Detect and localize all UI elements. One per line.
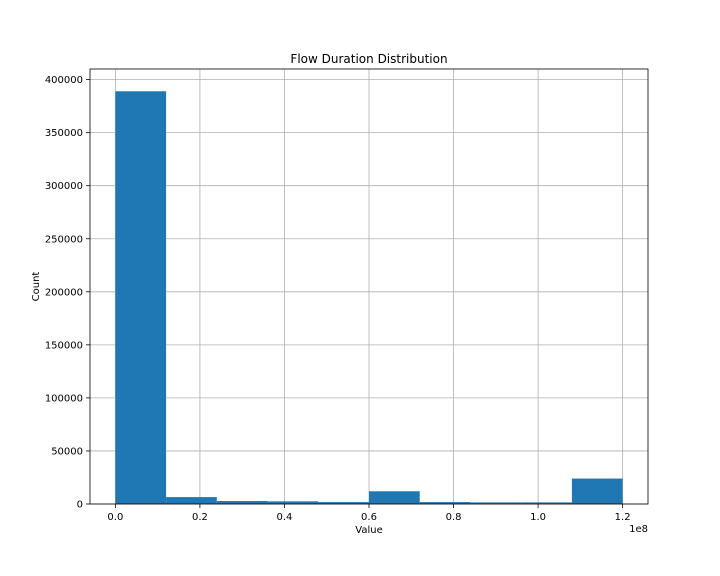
y-tick-label: 0: [77, 500, 83, 511]
y-tick-label: 400000: [45, 75, 83, 86]
y-tick-label: 200000: [45, 287, 83, 298]
x-axis-ticks: 0.0 0.2 0.4 0.6 0.8 1.0 1.2: [107, 504, 631, 523]
chart-title: Flow Duration Distribution: [290, 52, 447, 66]
x-tick-label: 0.6: [361, 512, 377, 523]
x-tick-label: 1.2: [615, 512, 631, 523]
x-tick-label: 0.8: [446, 512, 462, 523]
histogram-bar: [470, 502, 522, 504]
x-tick-label: 0.0: [107, 512, 123, 523]
x-axis-offset-text: 1e8: [629, 524, 648, 535]
y-tick-label: 100000: [45, 393, 83, 404]
histogram-bar: [267, 501, 319, 504]
histogram-bar: [318, 502, 369, 504]
y-tick-label: 350000: [45, 128, 83, 139]
histogram-bars: [115, 91, 623, 504]
histogram-bar: [521, 502, 572, 504]
x-tick-label: 1.0: [530, 512, 546, 523]
x-axis-label: Value: [355, 525, 382, 536]
y-tick-label: 150000: [45, 340, 83, 351]
histogram-bar: [419, 502, 471, 504]
x-tick-label: 0.2: [192, 512, 208, 523]
histogram-bar: [571, 478, 623, 504]
y-tick-label: 250000: [45, 234, 83, 245]
histogram-bar: [115, 91, 167, 504]
y-axis-label: Count: [31, 272, 42, 302]
y-tick-label: 300000: [45, 181, 83, 192]
histogram-bar: [166, 497, 217, 504]
y-axis-ticks: 0 50000 100000 150000 200000 250000 300000 3500…: [45, 75, 90, 511]
y-tick-label: 50000: [51, 446, 83, 457]
grid-lines: [90, 69, 648, 505]
histogram-bar: [216, 501, 268, 504]
x-tick-label: 0.4: [277, 512, 293, 523]
histogram-bar: [369, 491, 420, 504]
